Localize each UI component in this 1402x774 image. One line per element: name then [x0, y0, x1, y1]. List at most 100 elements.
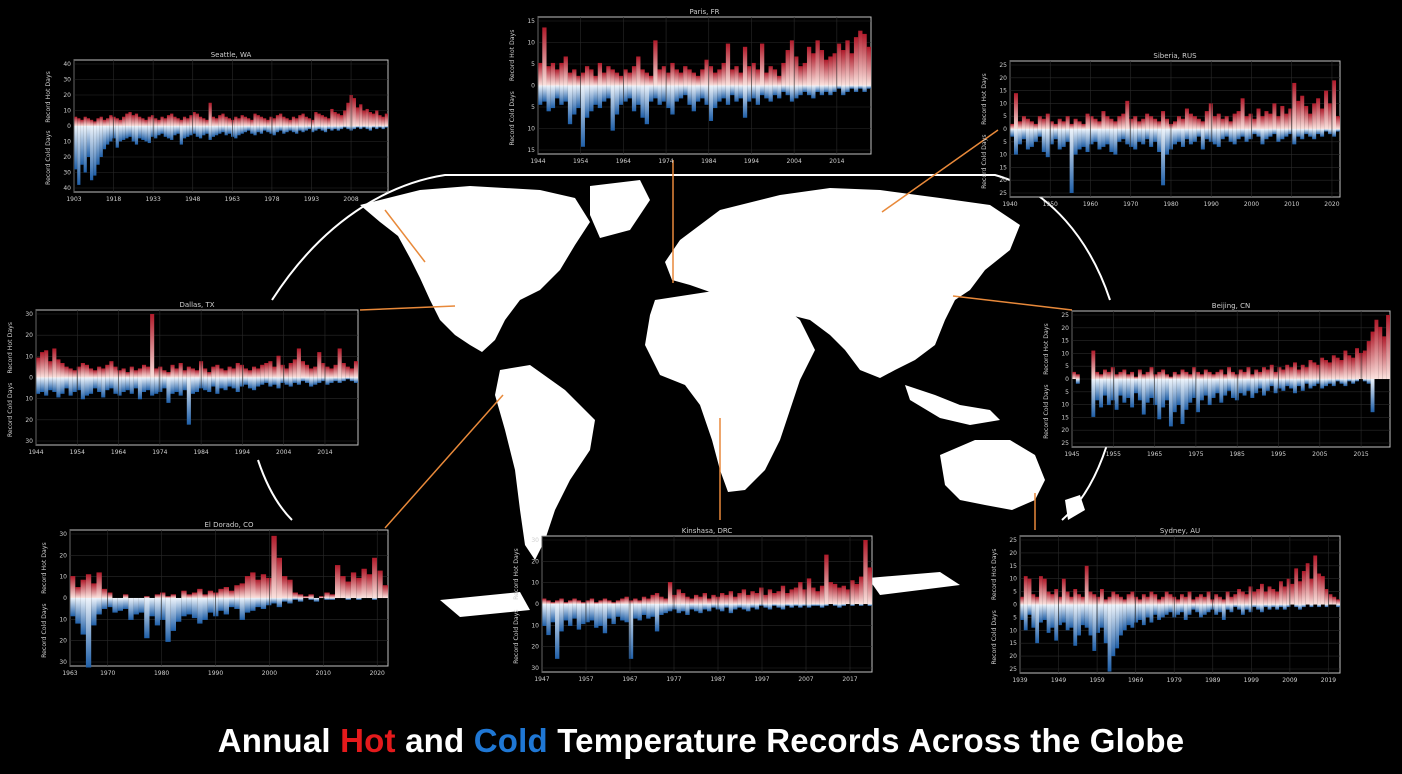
hot-bar	[798, 66, 803, 86]
hot-bar	[1288, 108, 1293, 129]
hot-bar	[798, 582, 803, 604]
xtick-label: 1970	[100, 670, 115, 677]
cold-bar	[636, 85, 641, 105]
cold-bar	[247, 126, 251, 131]
cold-bar	[84, 377, 89, 396]
cold-bar	[138, 598, 145, 613]
cold-bar	[1017, 129, 1022, 145]
hot-bar	[144, 119, 148, 126]
ytick-label: 0	[1065, 376, 1069, 383]
cold-bar	[282, 598, 288, 602]
cold-bar	[314, 126, 318, 131]
cold-bar	[1164, 604, 1169, 615]
hot-bar	[1109, 118, 1114, 129]
hot-bar	[291, 116, 296, 126]
cold-bar	[1075, 379, 1080, 384]
hot-bar	[60, 362, 65, 378]
hot-bar	[850, 580, 855, 604]
cold-bar	[1211, 379, 1216, 398]
cold-bar	[550, 85, 556, 109]
hot-bar	[567, 72, 573, 86]
xtick-label: 1987	[710, 676, 725, 683]
hot-bar	[1184, 371, 1189, 379]
xtick-label: 1989	[1205, 677, 1220, 684]
hot-bar	[1236, 111, 1241, 129]
cold-bar	[700, 85, 705, 99]
cold-bar	[311, 126, 315, 133]
hot-bar	[311, 119, 315, 126]
hot-bar	[170, 594, 176, 598]
hot-bar	[785, 50, 790, 86]
cold-bar	[141, 126, 145, 140]
cold-bar	[1046, 604, 1051, 633]
hot-bar	[841, 50, 846, 86]
hot-bar	[154, 368, 159, 378]
ylabel-hot: Record Hot Days	[41, 542, 48, 594]
cold-bar	[1045, 129, 1050, 158]
cold-bar	[594, 604, 599, 628]
hot-bar	[1223, 374, 1228, 379]
cold-bar	[207, 377, 212, 393]
hot-bar	[1035, 596, 1040, 605]
cold-bar	[1103, 604, 1108, 644]
cold-bar	[1157, 604, 1161, 620]
hot-bar	[866, 46, 871, 86]
hot-bar	[631, 66, 637, 86]
cold-bar	[602, 604, 608, 634]
chart-panels: Seattle, WA Record Hot Days Record Cold Da…	[7, 8, 1391, 684]
ytick-label: 20	[531, 558, 539, 565]
hot-bar	[1045, 113, 1050, 129]
hot-bar	[72, 370, 77, 378]
cold-bar	[80, 377, 85, 400]
hot-bar	[1282, 586, 1287, 605]
cold-bar	[1081, 129, 1086, 147]
xtick-label: 2004	[787, 158, 802, 165]
cold-bar	[269, 126, 273, 134]
cold-bar	[107, 598, 113, 608]
hot-bar	[751, 62, 756, 86]
hot-bar	[1065, 591, 1070, 605]
cold-bar	[191, 598, 198, 619]
xtick-label: 2005	[1312, 451, 1327, 458]
hot-bar	[263, 118, 267, 126]
cold-bar	[1232, 129, 1237, 145]
xtick-label: 1978	[264, 196, 279, 203]
hot-bar	[568, 600, 573, 604]
cold-bar	[378, 126, 382, 128]
cold-bar	[329, 598, 335, 600]
cold-bar	[235, 377, 240, 393]
cold-bar	[733, 604, 738, 610]
hot-bar	[1220, 118, 1225, 129]
hot-bar	[1099, 374, 1104, 379]
hot-bar	[186, 118, 190, 126]
cold-bar	[88, 377, 94, 394]
hot-bar	[345, 366, 350, 378]
cold-bar	[707, 604, 712, 612]
cold-bar	[1089, 129, 1094, 145]
hot-bar	[1366, 341, 1371, 379]
cold-bar	[133, 377, 138, 389]
cold-bar	[646, 604, 651, 619]
hot-bar	[1042, 578, 1047, 605]
cold-bar	[198, 126, 203, 139]
hot-bar	[1192, 116, 1197, 129]
cold-bar	[160, 598, 166, 620]
ytick-label: 25	[1009, 537, 1017, 544]
hot-bar	[1248, 586, 1253, 605]
cold-bar	[850, 604, 855, 606]
ytick-label: 0	[67, 123, 71, 130]
hot-bar	[1252, 118, 1257, 129]
hot-bar	[713, 72, 718, 86]
hot-bar	[1324, 589, 1329, 605]
cold-bar	[1271, 604, 1276, 608]
hot-bar	[1206, 591, 1211, 605]
hot-bar	[313, 366, 318, 378]
cold-bar	[346, 126, 350, 130]
hot-bar	[1313, 555, 1318, 605]
hot-bar	[1238, 369, 1243, 379]
hot-bar	[1133, 116, 1138, 129]
cold-bar	[615, 604, 621, 617]
cold-bar	[1180, 129, 1185, 147]
cold-bar	[1126, 604, 1131, 626]
hot-bar	[867, 567, 872, 604]
